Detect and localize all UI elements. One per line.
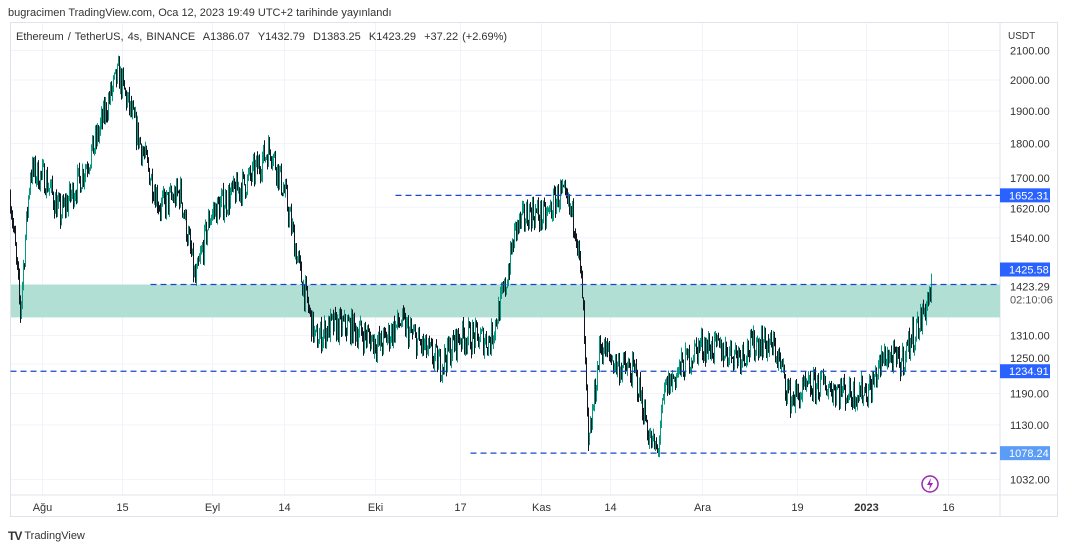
price-tick: 1130.00 xyxy=(1010,420,1049,432)
lightning-icon-glyph xyxy=(927,478,933,490)
currency-label: USDT xyxy=(1008,31,1035,42)
legend-close: K1423.29 xyxy=(368,31,416,43)
time-tick: 19 xyxy=(791,502,803,514)
brand-text: TradingView xyxy=(24,530,85,542)
price-tick: 1900.00 xyxy=(1010,106,1050,118)
legend-change: +37.22 (+2.69%) xyxy=(424,31,508,43)
legend-symbol: Ethereum / TetherUS, 4s, BINANCE xyxy=(16,31,196,43)
lightning-icon[interactable] xyxy=(921,475,939,493)
tradingview-logo[interactable]: TV TradingView xyxy=(8,529,85,543)
time-tick: Ara xyxy=(694,502,712,514)
tv-logo-icon: TV xyxy=(8,529,22,543)
time-tick: Kas xyxy=(532,502,551,514)
time-tick: 16 xyxy=(942,502,954,514)
legend-high: Y1432.79 xyxy=(257,31,305,43)
level-label-bg xyxy=(1000,188,1050,203)
time-tick: 14 xyxy=(278,502,290,514)
time-tick: 17 xyxy=(454,502,466,514)
price-tick: 1540.00 xyxy=(1010,233,1050,245)
last-price: 1423.29 xyxy=(1010,281,1050,293)
price-tick: 1800.00 xyxy=(1010,139,1050,151)
level-label-bg xyxy=(1000,446,1050,461)
published-info: bugracimen TradingView.com, Oca 12, 2023… xyxy=(8,7,392,19)
legend-open: A1386.07 xyxy=(202,31,250,43)
price-tick: 1250.00 xyxy=(1010,353,1050,365)
price-tick: 1310.00 xyxy=(1010,331,1050,343)
price-tick: 1190.00 xyxy=(1010,389,1049,401)
time-tick: 14 xyxy=(604,502,616,514)
price-tick: 1700.00 xyxy=(1010,173,1050,185)
level-label: 1425.58 xyxy=(1009,264,1049,276)
time-tick: Eyl xyxy=(205,502,220,514)
level-label: 1234.91 xyxy=(1009,366,1049,378)
price-tick: 1032.00 xyxy=(1010,475,1050,487)
chart-frame[interactable] xyxy=(10,22,1058,517)
time-tick: Eki xyxy=(368,502,383,514)
price-tick: 2100.00 xyxy=(1010,46,1050,58)
symbol-legend: Ethereum / TetherUS, 4s, BINANCE A1386.0… xyxy=(16,31,507,43)
time-tick: Ağu xyxy=(33,502,53,514)
level-label-bg xyxy=(1000,364,1050,379)
price-tick: 2000.00 xyxy=(1010,75,1050,87)
price-tick: 1620.00 xyxy=(1010,203,1050,215)
time-tick: 2023 xyxy=(854,502,878,514)
legend-low: D1383.25 xyxy=(313,31,361,43)
time-tick: 15 xyxy=(116,502,128,514)
level-label: 1652.31 xyxy=(1009,190,1049,202)
bar-countdown: 02:10:06 xyxy=(1010,294,1053,306)
level-label: 1078.24 xyxy=(1009,448,1049,460)
level-label-bg xyxy=(1000,262,1050,277)
